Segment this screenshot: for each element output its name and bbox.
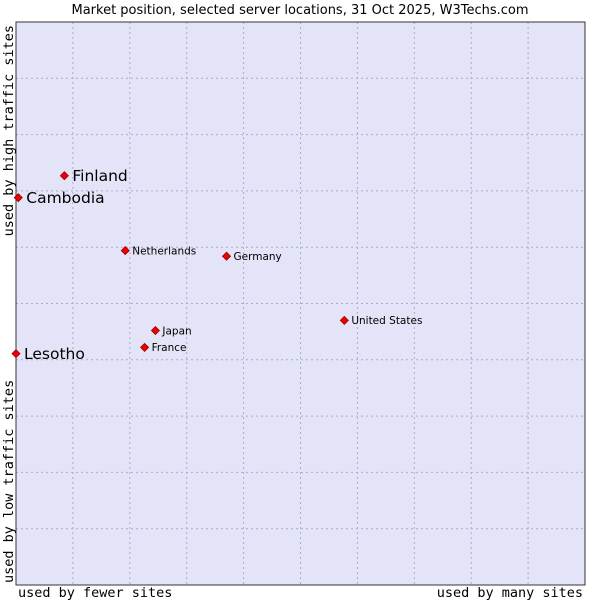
chart-title: Market position, selected server locatio… [71,3,528,18]
point-label-finland: Finland [72,167,127,185]
plot-border [15,21,586,586]
point-label-france: France [152,342,187,354]
point-label-japan: Japan [161,325,191,337]
point-marker-netherlands [120,246,130,256]
point-label-germany: Germany [234,251,282,263]
point-marker-cambodia [13,193,23,203]
y-axis-label-top: used by high traffic sites [1,25,17,236]
y-axis-label-bottom: used by low traffic sites [1,380,17,583]
point-marker-united-states [339,315,349,325]
point-marker-finland [59,171,69,181]
point-label-united-states: United States [351,315,422,327]
point-marker-germany [221,251,232,261]
data-points: Finland Cambodia Netherlands Germany United … [11,167,422,363]
x-axis-label-right: used by many sites [437,585,583,600]
point-marker-japan [150,325,160,336]
point-label-netherlands: Netherlands [132,245,196,257]
point-label-lesotho: Lesotho [24,345,85,363]
x-axis-label-left: used by fewer sites [18,585,172,600]
grid-lines [16,22,585,585]
point-label-cambodia: Cambodia [26,189,104,207]
point-marker-lesotho [11,349,21,359]
point-marker-france [140,342,150,352]
